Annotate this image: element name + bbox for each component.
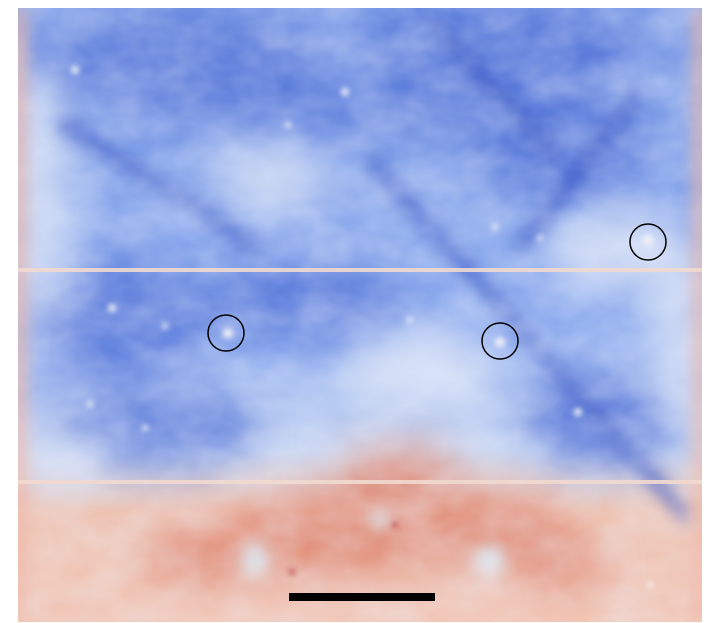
scale-bar — [289, 593, 435, 601]
microscopy-image — [0, 0, 710, 623]
scan-field — [10, 0, 710, 622]
page — [0, 0, 710, 623]
